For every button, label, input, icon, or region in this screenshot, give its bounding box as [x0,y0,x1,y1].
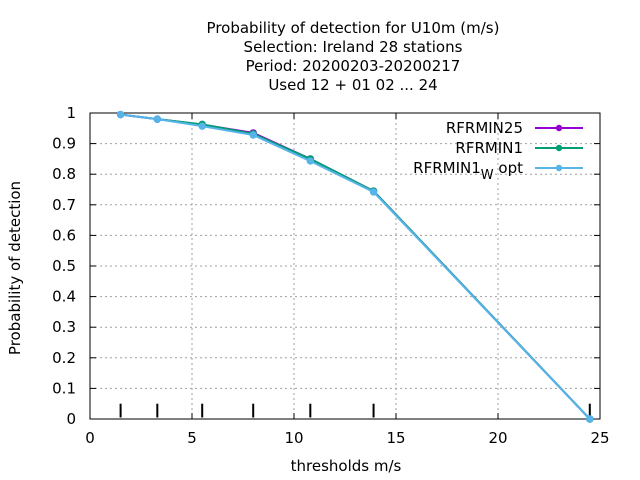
data-point [153,115,162,123]
grid [90,113,600,419]
x-tick-label: 15 [386,429,405,447]
title-line-2: Selection: Ireland 28 stations [244,38,463,56]
legend-marker [555,124,563,132]
title-line-3: Period: 20200203-20200217 [246,57,461,75]
data-point [198,122,206,130]
legend-label: RFRMIN1 [455,139,523,157]
series-3 [116,110,594,423]
y-tick-label: 0.2 [52,349,76,367]
chart-title: Probability of detection for U10m (m/s) … [207,19,500,94]
y-tick-label: 0.4 [52,288,76,306]
data-point [116,110,125,119]
y-tick-label: 0.7 [52,196,76,214]
legend-label: RFRMIN1W opt [413,159,523,183]
data-point [249,131,257,139]
legend-label: RFRMIN25 [446,119,523,137]
series [116,110,594,423]
x-tick-label: 5 [187,429,197,447]
series-1 [116,110,594,423]
y-tick-label: 0 [66,410,76,428]
title-line-4: Used 12 + 01 02 ... 24 [268,76,437,94]
y-tick-label: 0.9 [52,135,76,153]
threshold-markers [119,403,591,418]
y-tick-label: 0.1 [52,379,76,397]
y-tick-label: 0.8 [52,165,76,183]
x-tick-label: 20 [488,429,507,447]
x-tick-label: 10 [284,429,303,447]
series-2 [116,110,594,423]
y-axis-label: Probability of detection [6,181,24,355]
data-point [586,415,594,423]
legend: RFRMIN25 RFRMIN1 RFRMIN1W opt [413,119,583,183]
y-tick-label: 1 [66,104,76,122]
y-tick-label: 0.5 [52,257,76,275]
data-point [306,157,315,165]
axes: 0 5 10 15 20 25 0 0.1 0.2 0.3 0.4 0.5 0.6 0.7 0.8 0.9 1 [52,104,609,447]
title-line-1: Probability of detection for U10m (m/s) [207,19,500,37]
y-tick-label: 0.3 [52,318,76,336]
legend-marker [555,144,563,152]
x-axis-label: thresholds m/s [291,457,402,475]
x-tick-label: 25 [590,429,609,447]
data-point [369,188,378,196]
y-tick-label: 0.6 [52,226,76,244]
x-tick-label: 0 [85,429,95,447]
legend-marker [555,164,563,172]
